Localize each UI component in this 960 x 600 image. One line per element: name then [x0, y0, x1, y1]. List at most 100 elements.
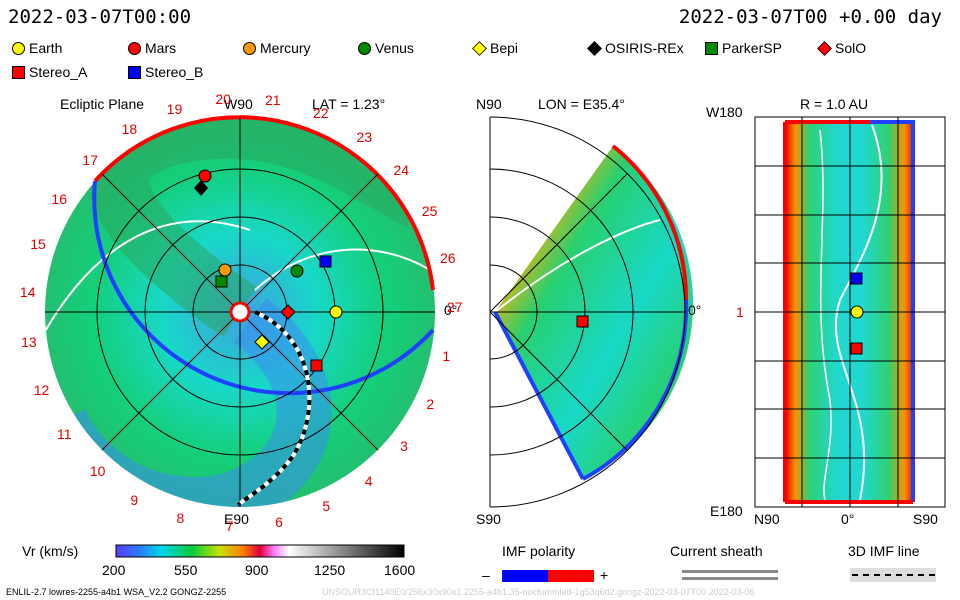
ecliptic-title: Ecliptic Plane: [60, 96, 145, 112]
radial-x-label-n90: N90: [754, 511, 780, 527]
colorbar-tick-900: 900: [245, 562, 269, 578]
radial-r-label: R = 1.0 AU: [800, 96, 869, 112]
hour-tick-label: 19: [166, 100, 183, 117]
hour-tick-label: 10: [89, 463, 106, 480]
ecliptic-right-label: 0°: [444, 302, 458, 318]
hour-tick-label: 8: [176, 510, 185, 527]
hour-tick-label: 12: [33, 381, 50, 398]
parkersp-marker: [215, 275, 228, 288]
imf-minus-sign: –: [482, 567, 490, 583]
ecliptic-bottom-label: E90: [224, 511, 249, 527]
right-timestamp: 2022-03-07T00 +0.00 day: [678, 6, 942, 28]
circle-symbol-icon: [243, 41, 256, 55]
hour-tick-label: 7: [225, 517, 234, 534]
current-sheath-legend-line: [682, 570, 778, 580]
hour-tick-label: 26: [439, 249, 456, 266]
meridional-bottom-label: S90: [476, 511, 501, 527]
ecliptic-lat: LAT = 1.23°: [312, 96, 386, 112]
solo-marker: [280, 304, 296, 320]
circle-symbol-icon: [12, 41, 25, 55]
colorbar-label: Vr (km/s): [22, 543, 79, 559]
legend-item-earth: Earth: [12, 40, 62, 56]
legend-item-venus: Venus: [358, 40, 414, 56]
ecliptic-top-label: W90: [224, 96, 253, 112]
legend-label: Stereo_B: [145, 64, 204, 80]
hour-tick-label: 20: [215, 90, 231, 107]
colorbar-tick-200: 200: [102, 562, 126, 578]
legend-item-solo: SolO: [817, 40, 867, 56]
hour-tick-label: 3: [400, 437, 408, 454]
circle-symbol-icon: [128, 41, 141, 55]
hour-tick-label: 25: [421, 203, 438, 220]
spacecraft-markers: [194, 169, 864, 372]
legend-label: Venus: [375, 40, 414, 56]
hour-tick-label: 27: [446, 298, 463, 315]
legend-item-bepi: Bepi: [472, 40, 519, 56]
colorbar-tick-550: 550: [174, 562, 198, 578]
imf-polarity-title: IMF polarity: [502, 543, 576, 559]
legend-label: SolO: [835, 40, 867, 56]
hour-tick-label: 9: [130, 491, 139, 508]
legend-label: Mercury: [260, 40, 311, 56]
bepi-marker: [254, 334, 270, 350]
square-symbol-icon: [128, 65, 141, 79]
stereo-a-marker: [310, 359, 323, 372]
legend-label: Bepi: [490, 40, 519, 56]
hour-tick-label: 13: [21, 333, 37, 350]
footer-left: ENLIL-2.7 lowres-2255-a4b1 WSA_V2.2 GONG…: [6, 587, 227, 597]
legend-label: Stereo_A: [29, 64, 88, 80]
radial-bottom-label: E180: [710, 503, 743, 519]
square-symbol-icon: [12, 65, 25, 79]
meridional-lon: LON = E35.4°: [538, 96, 625, 112]
legend-label: Mars: [145, 40, 177, 56]
mars-marker: [198, 169, 212, 183]
legend-item-osiris-rex: OSIRIS-REx: [587, 40, 684, 56]
footer-right: UNSOUR3CI1140E0/256x30x90x1.2255-a4b1.35…: [322, 587, 755, 597]
hour-tick-label: 11: [57, 425, 72, 442]
venus-marker: [290, 264, 304, 278]
earth-radial-marker: [850, 305, 864, 319]
legend-label: Earth: [29, 40, 63, 56]
earth-marker: [329, 305, 343, 319]
hour-tick-label: 5: [322, 498, 331, 515]
imf-polarity-bar: [502, 570, 548, 582]
radial-left-label: 1: [736, 304, 744, 320]
ecliptic-plane-plot: [45, 115, 435, 507]
hour-tick-label: 22: [312, 105, 329, 122]
vr-colorbar: [115, 544, 405, 558]
stereo-a-radial-marker: [850, 342, 863, 355]
square-symbol-icon: [705, 41, 718, 55]
circle-symbol-icon: [358, 41, 371, 55]
legend-item-stereo-b: Stereo_B: [128, 64, 203, 80]
legend-item-parkersp: ParkerSP: [705, 40, 782, 56]
hour-tick-label: 23: [356, 129, 373, 146]
imf-line-legend-line: [850, 568, 936, 582]
hour-tick-label: 16: [51, 190, 67, 207]
stereo-a-meridional-marker: [576, 315, 589, 328]
legend-item-mercury: Mercury: [243, 40, 311, 56]
legend-label: ParkerSP: [722, 40, 782, 56]
meridional-top-label: N90: [476, 96, 502, 112]
hour-tick-label: 1: [442, 348, 451, 365]
legend-label: OSIRIS-REx: [605, 40, 684, 56]
legend-item-stereo-a: Stereo_A: [12, 64, 87, 80]
radial-plane-plot: [754, 116, 946, 508]
stereo-b-radial-marker: [850, 272, 863, 285]
hour-tick-label: 15: [30, 235, 46, 252]
hour-tick-label: 4: [364, 472, 373, 489]
left-timestamp: 2022-03-07T00:00: [8, 6, 192, 28]
hour-tick-label: 18: [121, 121, 138, 138]
imf-line-title: 3D IMF line: [848, 543, 920, 559]
hour-tick-label: 24: [393, 162, 410, 179]
hour-tick-label: 2: [426, 395, 435, 412]
osiris-rex-marker: [194, 180, 208, 196]
radial-x-label-s90: S90: [913, 511, 938, 527]
colorbar-tick-1250: 1250: [314, 562, 346, 578]
hour-tick-label: 21: [265, 92, 281, 109]
hour-tick-label: 6: [275, 513, 283, 530]
mercury-marker: [218, 263, 232, 277]
current-sheath-title: Current sheath: [670, 543, 763, 559]
hour-tick-label: 17: [82, 151, 98, 168]
imf-plus-sign: +: [600, 567, 609, 583]
